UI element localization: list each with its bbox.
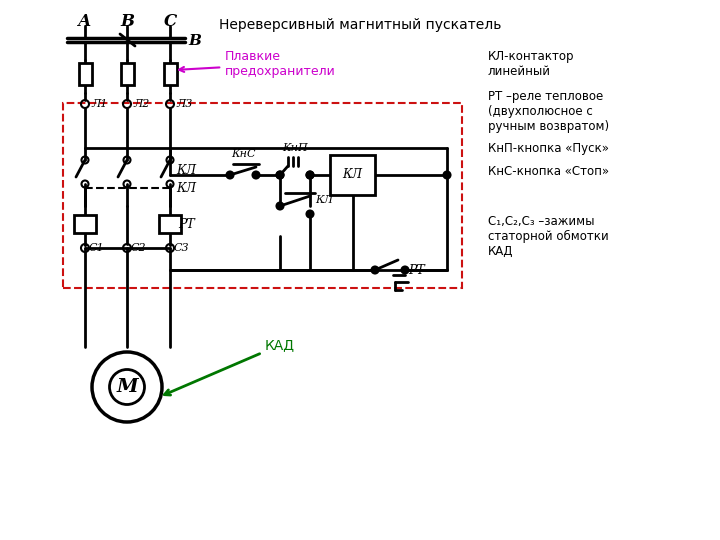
Text: КЛ: КЛ (176, 164, 196, 177)
Bar (163, 63, 176, 85)
Circle shape (444, 172, 451, 179)
Text: КнС-кнопка «Стоп»: КнС-кнопка «Стоп» (488, 165, 609, 178)
Text: Плавкие
предохранители: Плавкие предохранители (179, 50, 336, 78)
Text: С₁,С₂,С₃ –зажимы
статорной обмотки
КАД: С₁,С₂,С₃ –зажимы статорной обмотки КАД (488, 215, 608, 258)
Bar (159, 215, 181, 233)
Bar (120, 63, 133, 85)
Circle shape (372, 267, 379, 273)
Text: РТ: РТ (408, 264, 425, 276)
Circle shape (307, 211, 313, 218)
Circle shape (307, 172, 313, 179)
Bar (74, 215, 96, 233)
Text: Нереверсивный магнитный пускатель: Нереверсивный магнитный пускатель (219, 18, 501, 32)
Text: КЛ: КЛ (343, 168, 362, 181)
Text: Л2: Л2 (133, 99, 149, 109)
Text: С1: С1 (89, 243, 104, 253)
Circle shape (307, 172, 313, 179)
Text: С3: С3 (174, 243, 189, 253)
Text: М: М (116, 378, 138, 396)
Circle shape (276, 202, 284, 210)
Circle shape (253, 172, 259, 179)
Text: Л3: Л3 (176, 99, 192, 109)
Bar (63, 103, 462, 288)
Bar (78, 63, 91, 85)
Circle shape (227, 172, 233, 179)
Text: В: В (188, 34, 201, 48)
Text: РТ –реле тепловое
(двухполюсное с
ручным возвратом): РТ –реле тепловое (двухполюсное с ручным… (488, 90, 609, 133)
Text: КнП: КнП (282, 143, 308, 153)
Text: В: В (120, 13, 134, 30)
Text: А: А (78, 13, 91, 30)
Text: КАД: КАД (164, 338, 295, 395)
Text: С2: С2 (131, 243, 147, 253)
Text: КнП-кнопка «Пуск»: КнП-кнопка «Пуск» (488, 142, 609, 155)
Text: С: С (163, 13, 176, 30)
Circle shape (276, 172, 284, 179)
Circle shape (276, 172, 284, 179)
Bar (330, 155, 375, 195)
Text: КЛ: КЛ (176, 181, 196, 194)
Text: КЛ: КЛ (315, 195, 333, 205)
Text: РТ: РТ (178, 218, 194, 231)
Text: Л1: Л1 (91, 99, 107, 109)
Text: КЛ-контактор
линейный: КЛ-контактор линейный (488, 50, 575, 78)
Text: КнС: КнС (230, 149, 256, 159)
Circle shape (402, 267, 408, 273)
